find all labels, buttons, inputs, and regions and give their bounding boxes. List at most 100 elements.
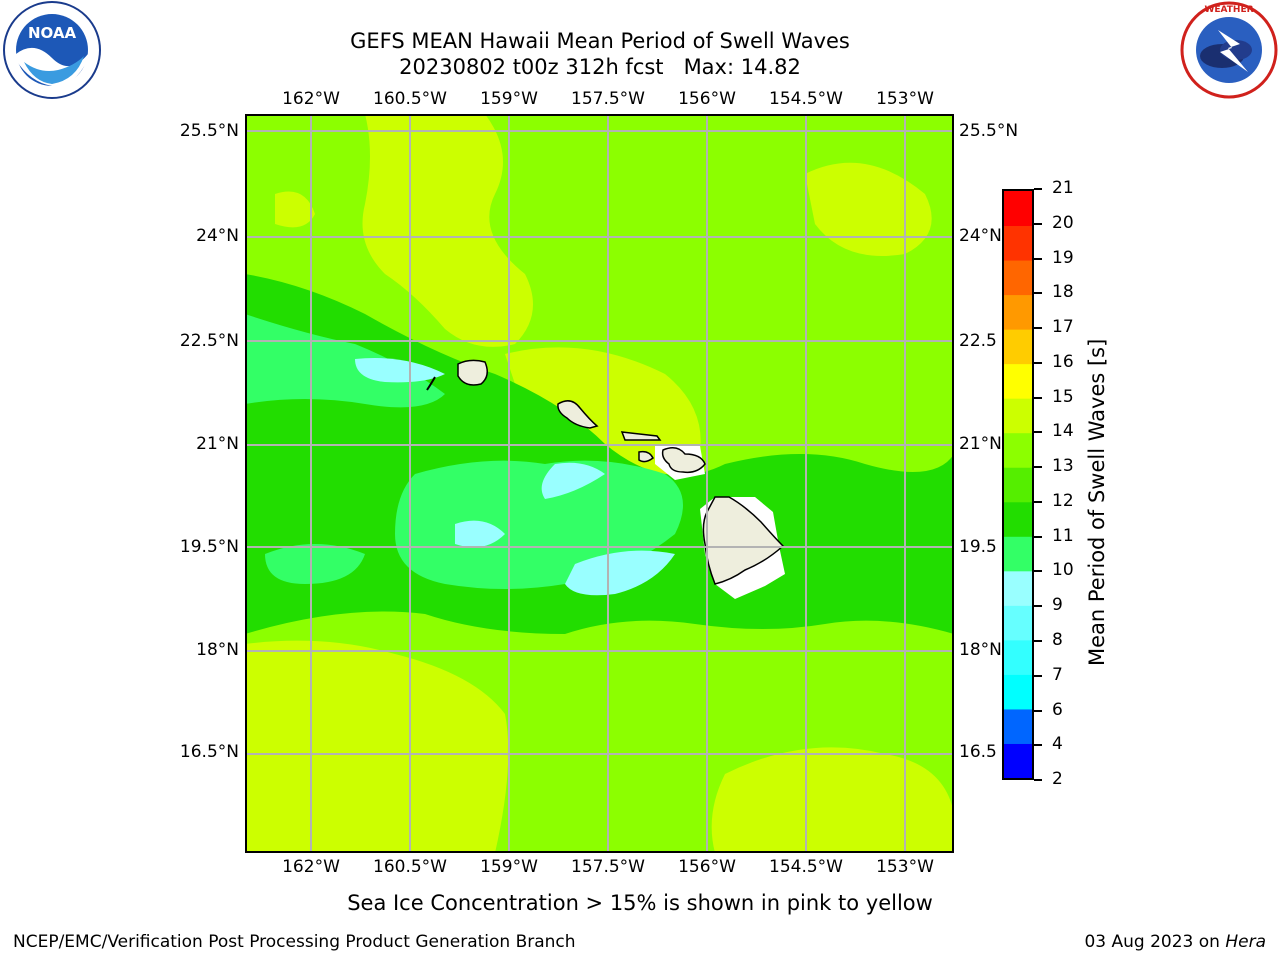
colorbar-tick-label: 21 bbox=[1052, 178, 1074, 198]
lat-tick-right: 21°N bbox=[959, 434, 1002, 454]
colorbar-tick-label: 7 bbox=[1052, 664, 1063, 685]
colorbar-segment bbox=[1004, 605, 1032, 641]
colorbar-tick-mark bbox=[1034, 500, 1042, 503]
colorbar-tick-mark bbox=[1034, 466, 1042, 469]
map-panel bbox=[245, 114, 954, 853]
lon-tick-bottom: 153°W bbox=[876, 857, 934, 877]
period-9-10-region bbox=[541, 462, 605, 499]
lat-tick-left: 25.5°N bbox=[179, 121, 239, 141]
colorbar-tick-mark bbox=[1034, 257, 1042, 260]
colorbar-segment bbox=[1004, 501, 1032, 537]
colorbar-tick-mark bbox=[1034, 570, 1042, 573]
colorbar-segment bbox=[1004, 708, 1032, 744]
island-niihau bbox=[426, 376, 436, 391]
lat-tick-left: 18°N bbox=[196, 640, 239, 660]
nws-logo-icon: WEATHER bbox=[1178, 0, 1280, 100]
colorbar-tick-label: 20 bbox=[1052, 212, 1074, 233]
period-10-11-region bbox=[245, 314, 445, 408]
period-13-14-region bbox=[362, 114, 533, 347]
lon-tick-top: 162°W bbox=[282, 89, 340, 109]
lon-tick-bottom: 154.5°W bbox=[769, 857, 843, 877]
island-hawaii bbox=[702, 496, 785, 585]
colorbar-segment bbox=[1004, 191, 1032, 227]
lat-tick-right: 18°N bbox=[959, 640, 1002, 660]
colorbar-segment bbox=[1004, 294, 1032, 330]
colorbar-segment bbox=[1004, 398, 1032, 434]
colorbar-segment bbox=[1004, 674, 1032, 710]
colorbar-tick-mark bbox=[1034, 431, 1042, 434]
colorbar-tick-label: 12 bbox=[1052, 490, 1074, 511]
colorbar-tick-label: 10 bbox=[1052, 560, 1074, 581]
colorbar-segment bbox=[1004, 467, 1032, 503]
period-13-14-region bbox=[711, 747, 954, 853]
colorbar-tick-mark bbox=[1034, 639, 1042, 642]
svg-text:NOAA: NOAA bbox=[28, 24, 77, 42]
colorbar-tick-mark bbox=[1034, 188, 1042, 190]
noaa-logo-icon: NOAA bbox=[0, 0, 104, 100]
colorbar-segment bbox=[1004, 329, 1032, 365]
colorbar-tick-label: 17 bbox=[1052, 317, 1074, 338]
lon-tick-top: 160.5°W bbox=[373, 89, 447, 109]
lon-tick-bottom: 159°W bbox=[480, 857, 538, 877]
period-9-10-region bbox=[565, 550, 675, 596]
lon-tick-top: 156°W bbox=[678, 89, 736, 109]
footer-right: 03 Aug 2023 on Hera bbox=[1084, 932, 1266, 952]
colorbar-tick-mark bbox=[1034, 396, 1042, 399]
colorbar-tick-label: 11 bbox=[1052, 525, 1074, 546]
period-10-11-region bbox=[265, 544, 365, 584]
lon-tick-top: 157.5°W bbox=[571, 89, 645, 109]
colorbar-tick-label: 16 bbox=[1052, 351, 1074, 372]
sea-ice-caption: Sea Ice Concentration > 15% is shown in … bbox=[347, 891, 933, 915]
lat-tick-left: 16.5°N bbox=[179, 742, 239, 762]
colorbar-tick-mark bbox=[1034, 292, 1042, 295]
lat-tick-right: 19.5 bbox=[959, 537, 997, 557]
period-9-10-region bbox=[355, 358, 445, 383]
colorbar-tick-label: 8 bbox=[1052, 629, 1063, 650]
lon-tick-top: 153°W bbox=[876, 89, 934, 109]
colorbar-segment bbox=[1004, 260, 1032, 296]
colorbar-segment bbox=[1004, 639, 1032, 675]
colorbar-tick-mark bbox=[1034, 222, 1042, 225]
colorbar-segment bbox=[1004, 363, 1032, 399]
lat-tick-right: 16.5 bbox=[959, 742, 997, 762]
colorbar-tick-label: 4 bbox=[1052, 734, 1063, 755]
colorbar-segment bbox=[1004, 225, 1032, 261]
lon-tick-bottom: 157.5°W bbox=[571, 857, 645, 877]
lat-tick-left: 22.5°N bbox=[179, 331, 239, 351]
colorbar-title: Mean Period of Swell Waves [s] bbox=[1085, 338, 1109, 666]
lon-tick-bottom: 156°W bbox=[678, 857, 736, 877]
footer-host: Hera bbox=[1225, 932, 1266, 952]
lat-tick-right: 24°N bbox=[959, 226, 1002, 246]
colorbar-segment bbox=[1004, 536, 1032, 572]
lat-tick-left: 24°N bbox=[196, 226, 239, 246]
island-kauai bbox=[457, 359, 488, 386]
period-13-14-region bbox=[275, 191, 315, 228]
colorbar-tick-mark bbox=[1034, 361, 1042, 364]
colorbar-tick-mark bbox=[1034, 709, 1042, 712]
colorbar-tick-label: 19 bbox=[1052, 247, 1074, 268]
colorbar-tick-label: 15 bbox=[1052, 386, 1074, 407]
colorbar-tick-label: 9 bbox=[1052, 595, 1063, 616]
island-maui bbox=[661, 447, 706, 474]
colorbar-tick-label: 18 bbox=[1052, 282, 1074, 303]
footer-left: NCEP/EMC/Verification Post Processing Pr… bbox=[13, 932, 576, 952]
chart-title-line1: GEFS MEAN Hawaii Mean Period of Swell Wa… bbox=[350, 29, 850, 53]
colorbar-segment bbox=[1004, 570, 1032, 606]
colorbar-tick-mark bbox=[1034, 535, 1042, 538]
lat-tick-left: 19.5°N bbox=[179, 537, 239, 557]
colorbar-tick-mark bbox=[1034, 779, 1042, 781]
colorbar-tick-mark bbox=[1034, 605, 1042, 608]
colorbar-tick-label: 14 bbox=[1052, 421, 1074, 442]
lon-tick-bottom: 162°W bbox=[282, 857, 340, 877]
gridlines bbox=[245, 114, 954, 853]
colorbar-tick-label: 6 bbox=[1052, 699, 1063, 720]
lon-tick-top: 154.5°W bbox=[769, 89, 843, 109]
colorbar-segment bbox=[1004, 432, 1032, 468]
footer-date: 03 Aug 2023 on bbox=[1084, 932, 1226, 952]
lon-tick-bottom: 160.5°W bbox=[373, 857, 447, 877]
period-13-14-region bbox=[505, 347, 701, 482]
island-oahu bbox=[557, 400, 599, 429]
colorbar-tick-label: 13 bbox=[1052, 456, 1074, 477]
colorbar-tick-mark bbox=[1034, 327, 1042, 330]
island-lanai bbox=[638, 450, 654, 463]
